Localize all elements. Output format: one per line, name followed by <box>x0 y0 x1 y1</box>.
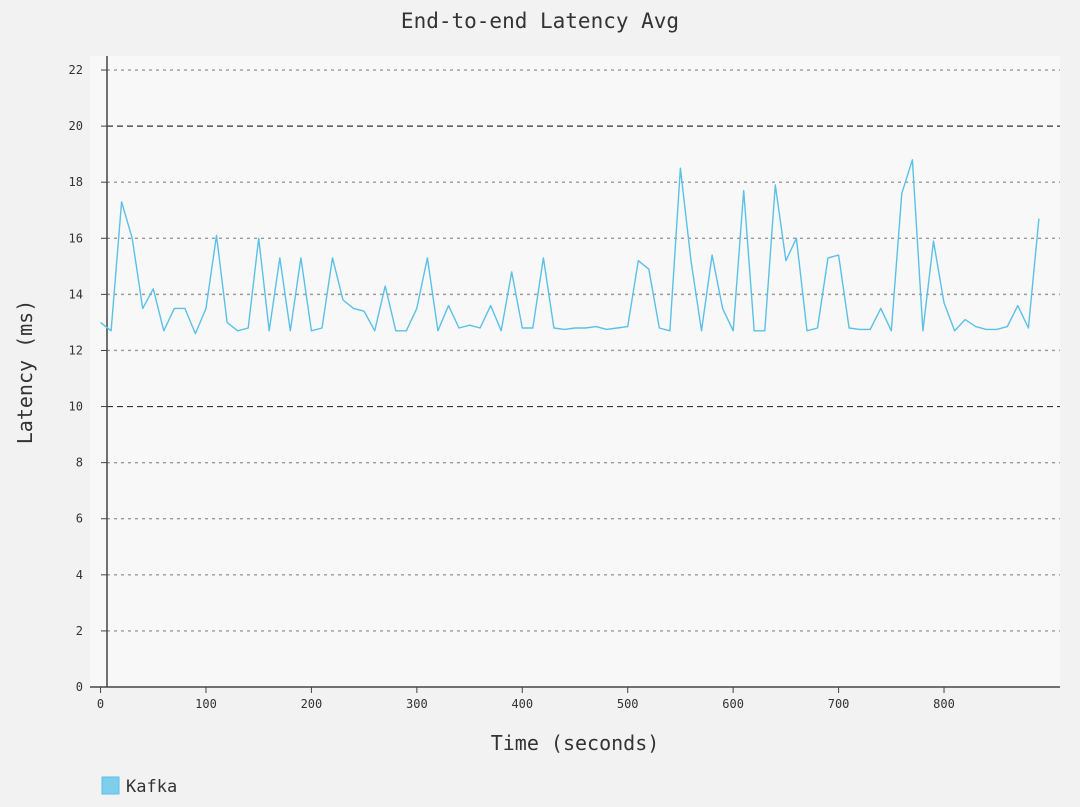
x-tick-label: 200 <box>301 697 323 711</box>
x-tick-label: 600 <box>722 697 744 711</box>
y-tick-label: 12 <box>69 343 83 357</box>
y-tick-label: 18 <box>69 175 83 189</box>
y-tick-label: 10 <box>69 400 83 414</box>
x-tick-label: 400 <box>511 697 533 711</box>
legend-swatch-kafka <box>101 776 120 795</box>
y-tick-label: 22 <box>69 63 83 77</box>
x-tick-label: 500 <box>617 697 639 711</box>
series-line-kafka <box>100 159 1040 335</box>
x-axis-label: Time (seconds) <box>491 731 660 755</box>
y-tick-label: 14 <box>69 287 83 301</box>
y-tick-label: 8 <box>76 456 83 470</box>
y-tick-label: 16 <box>69 231 83 245</box>
plot-area <box>90 56 1060 687</box>
y-tick-label: 0 <box>76 680 83 694</box>
axis-ticks: 0 2 4 6 8 10 12 14 16 18 20 22 0 100 200 300 400 500 600 70… <box>69 63 955 711</box>
x-tick-label: 0 <box>97 697 104 711</box>
x-tick-label: 700 <box>828 697 850 711</box>
y-tick-label: 4 <box>76 568 83 582</box>
y-tick-label: 2 <box>76 624 83 638</box>
legend-label-kafka: Kafka <box>126 777 177 797</box>
x-tick-label: 300 <box>406 697 428 711</box>
chart-title: End-to-end Latency Avg <box>401 9 679 33</box>
series-layer <box>100 159 1040 335</box>
legend: Kafka <box>101 776 177 797</box>
y-axis-label: Latency (ms) <box>13 300 37 445</box>
x-tick-label: 100 <box>195 697 217 711</box>
y-tick-label: 6 <box>76 512 83 526</box>
gridlines <box>107 69 1060 632</box>
y-tick-label: 20 <box>69 119 83 133</box>
x-tick-label: 800 <box>933 697 955 711</box>
